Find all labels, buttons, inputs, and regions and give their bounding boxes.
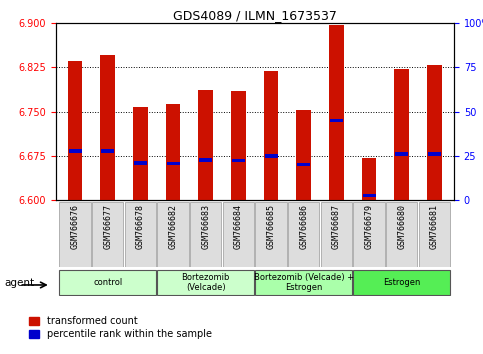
Text: Estrogen: Estrogen (383, 278, 420, 287)
Text: agent: agent (5, 278, 35, 288)
Bar (231, 91, 246, 200)
Text: Bortezomib
(Velcade): Bortezomib (Velcade) (182, 273, 230, 292)
FancyBboxPatch shape (190, 202, 222, 267)
Text: GSM766682: GSM766682 (169, 204, 178, 249)
Bar (199, 158, 213, 162)
FancyBboxPatch shape (288, 202, 319, 267)
Text: GSM766687: GSM766687 (332, 204, 341, 249)
Bar (265, 154, 278, 158)
Text: Bortezomib (Velcade) +
Estrogen: Bortezomib (Velcade) + Estrogen (254, 273, 354, 292)
Text: GSM766677: GSM766677 (103, 204, 113, 249)
FancyBboxPatch shape (419, 202, 450, 267)
Text: GSM766678: GSM766678 (136, 204, 145, 249)
Bar (68, 61, 83, 200)
Bar (166, 104, 181, 200)
Text: control: control (93, 278, 122, 287)
FancyBboxPatch shape (92, 202, 124, 267)
Title: GDS4089 / ILMN_1673537: GDS4089 / ILMN_1673537 (173, 9, 337, 22)
Bar (330, 119, 343, 122)
Text: GSM766686: GSM766686 (299, 204, 308, 249)
FancyBboxPatch shape (256, 202, 287, 267)
Text: GSM766676: GSM766676 (71, 204, 80, 249)
Bar (101, 149, 114, 153)
Text: GSM766684: GSM766684 (234, 204, 243, 249)
FancyBboxPatch shape (354, 202, 385, 267)
FancyBboxPatch shape (256, 270, 352, 295)
Bar (297, 110, 311, 200)
Bar (428, 152, 441, 156)
Bar (395, 69, 409, 200)
Bar (167, 162, 180, 165)
FancyBboxPatch shape (223, 202, 254, 267)
Bar (69, 149, 82, 153)
Bar (363, 194, 376, 197)
Bar (232, 159, 245, 162)
Bar (100, 56, 115, 200)
Bar (395, 152, 408, 156)
FancyBboxPatch shape (354, 270, 450, 295)
Bar (427, 65, 442, 200)
FancyBboxPatch shape (321, 202, 352, 267)
FancyBboxPatch shape (157, 202, 189, 267)
Bar (264, 72, 279, 200)
Text: GSM766679: GSM766679 (365, 204, 373, 249)
Bar (134, 161, 147, 165)
Bar (329, 25, 344, 200)
Bar (362, 158, 376, 200)
Text: GSM766681: GSM766681 (430, 204, 439, 249)
Bar (133, 107, 148, 200)
Bar (297, 163, 310, 166)
FancyBboxPatch shape (157, 270, 254, 295)
Text: GSM766685: GSM766685 (267, 204, 276, 249)
Text: GSM766683: GSM766683 (201, 204, 210, 249)
Text: GSM766680: GSM766680 (397, 204, 406, 249)
FancyBboxPatch shape (386, 202, 417, 267)
FancyBboxPatch shape (59, 270, 156, 295)
FancyBboxPatch shape (59, 202, 91, 267)
FancyBboxPatch shape (125, 202, 156, 267)
Legend: transformed count, percentile rank within the sample: transformed count, percentile rank withi… (29, 316, 212, 339)
Bar (199, 90, 213, 200)
